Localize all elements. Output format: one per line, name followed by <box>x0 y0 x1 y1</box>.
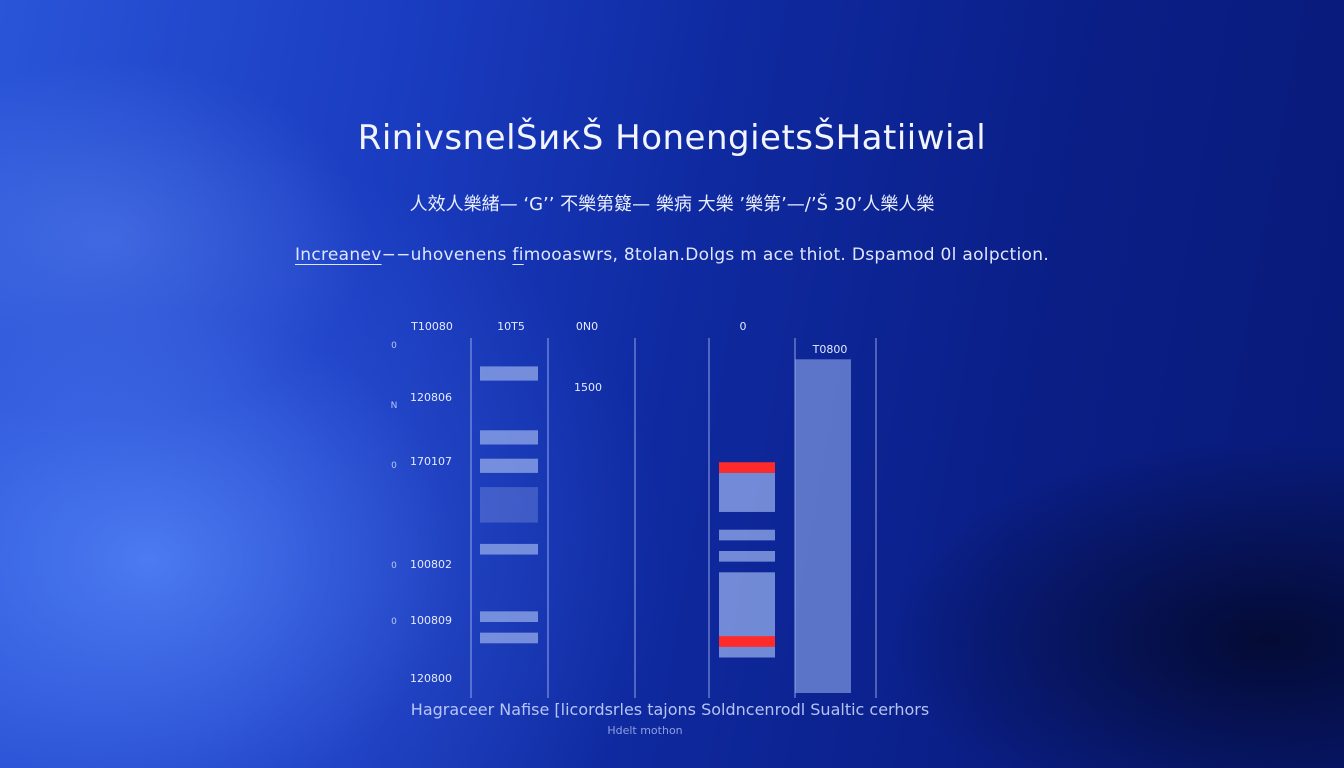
col-1-bar-4 <box>480 487 538 523</box>
description-underlined-1: Increanev <box>294 245 382 265</box>
col-3-bar-2 <box>719 472 775 512</box>
side-label-4: 0 <box>391 561 397 571</box>
annotation-label: 1500 <box>574 381 602 394</box>
x-axis-label: Hagraceer Nafise [licordsrles tajons Sol… <box>410 700 930 719</box>
chart-title: RinivsnelŠикŠ HonengietsŠHatiiwial <box>357 118 987 158</box>
side-label-3: 0 <box>391 461 397 471</box>
chart-description: Increanev−−uhovenens fimooaswrs, 8tolan.… <box>0 245 1344 265</box>
side-label-1: 0 <box>391 341 397 351</box>
column-label-3: 0N0 <box>576 320 598 333</box>
side-label-2: N <box>391 401 398 411</box>
col-3-bar-6 <box>719 636 775 647</box>
col-1-bar-2 <box>480 430 538 445</box>
col-1-bar-7 <box>480 632 538 644</box>
y-tick-label-2: 170107 <box>410 455 452 468</box>
column-label-2: 10T5 <box>497 320 525 333</box>
column-label-4: 0 <box>740 320 747 333</box>
column-label-5: T0800 <box>812 343 848 356</box>
col-3-bar-1 <box>719 462 775 473</box>
column-label-1: T10080 <box>410 320 453 333</box>
description-mid-1: −−uhovenens <box>381 245 513 265</box>
col-1-bar-1 <box>480 366 538 381</box>
y-tick-label-1: 120806 <box>410 391 452 404</box>
col-1-bar-3 <box>480 458 538 473</box>
col-4-bar-1 <box>795 359 851 693</box>
y-tick-label-3: 100802 <box>410 558 452 571</box>
description-rest: mooaswrs, 8tolan.Dolgs m ace thiot. Dspa… <box>523 245 1050 265</box>
col-3-bar-4 <box>719 551 775 562</box>
description-underlined-2: fi <box>512 245 524 265</box>
y-tick-label-5: 120800 <box>410 672 452 685</box>
x-axis-sublabel: Hdelt mothon <box>607 724 683 737</box>
bar-chart: T10080 10T5 0N0 0T0800120806170107100802100… <box>391 320 877 698</box>
chart-subtitle: 人效人樂緒— ‘G’’ 不樂第籎— 樂病 大樂 ’樂第’—/’Š 30’人樂人樂 <box>409 194 935 215</box>
side-label-5: 0 <box>391 617 397 627</box>
col-1-bar-5 <box>480 543 538 555</box>
y-tick-label-4: 100809 <box>410 614 452 627</box>
col-3-bar-3 <box>719 529 775 541</box>
col-1-bar-6 <box>480 611 538 622</box>
